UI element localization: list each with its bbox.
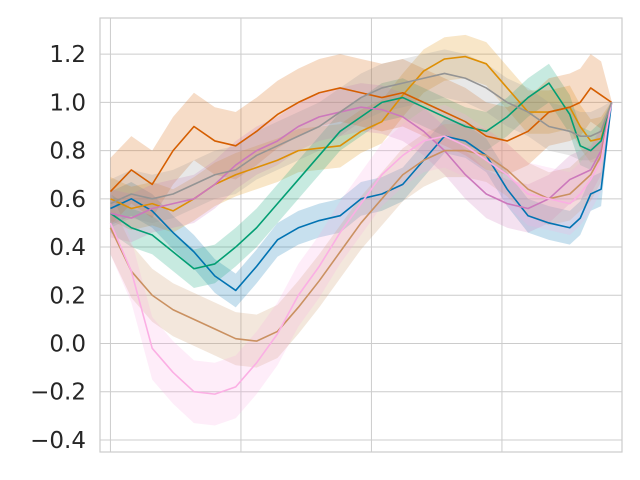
- series-band: [110, 100, 612, 426]
- series-line: [109, 82, 613, 270]
- series-line: [109, 102, 613, 395]
- y-tick-label: −0.4: [30, 428, 86, 454]
- series-line: [110, 72, 613, 205]
- series-band: [110, 101, 612, 368]
- series-line: [109, 87, 613, 193]
- y-tick-label: 0.6: [49, 187, 86, 213]
- y-tick-label: 0.0: [49, 332, 86, 358]
- y-tick-label: 1.0: [49, 90, 86, 116]
- series-line: [110, 102, 613, 219]
- y-tick-label: 0.4: [49, 235, 86, 261]
- series-band: [110, 49, 612, 228]
- y-tick-label: 1.2: [49, 42, 86, 68]
- y-tick-label: −0.2: [30, 380, 86, 406]
- y-tick-labels: −0.4 −0.2 0.0 0.2 0.4 0.6 0.8 1.0 1.2: [30, 42, 86, 454]
- series-line: [109, 102, 613, 342]
- y-tick-label: 0.8: [49, 139, 86, 165]
- y-tick-label: 0.2: [49, 283, 86, 309]
- series-band: [110, 63, 612, 289]
- plot-frame: [99, 17, 623, 453]
- series-lines: [109, 55, 613, 395]
- series-band: [110, 34, 612, 233]
- series-line: [110, 102, 613, 292]
- series-band: [110, 83, 612, 243]
